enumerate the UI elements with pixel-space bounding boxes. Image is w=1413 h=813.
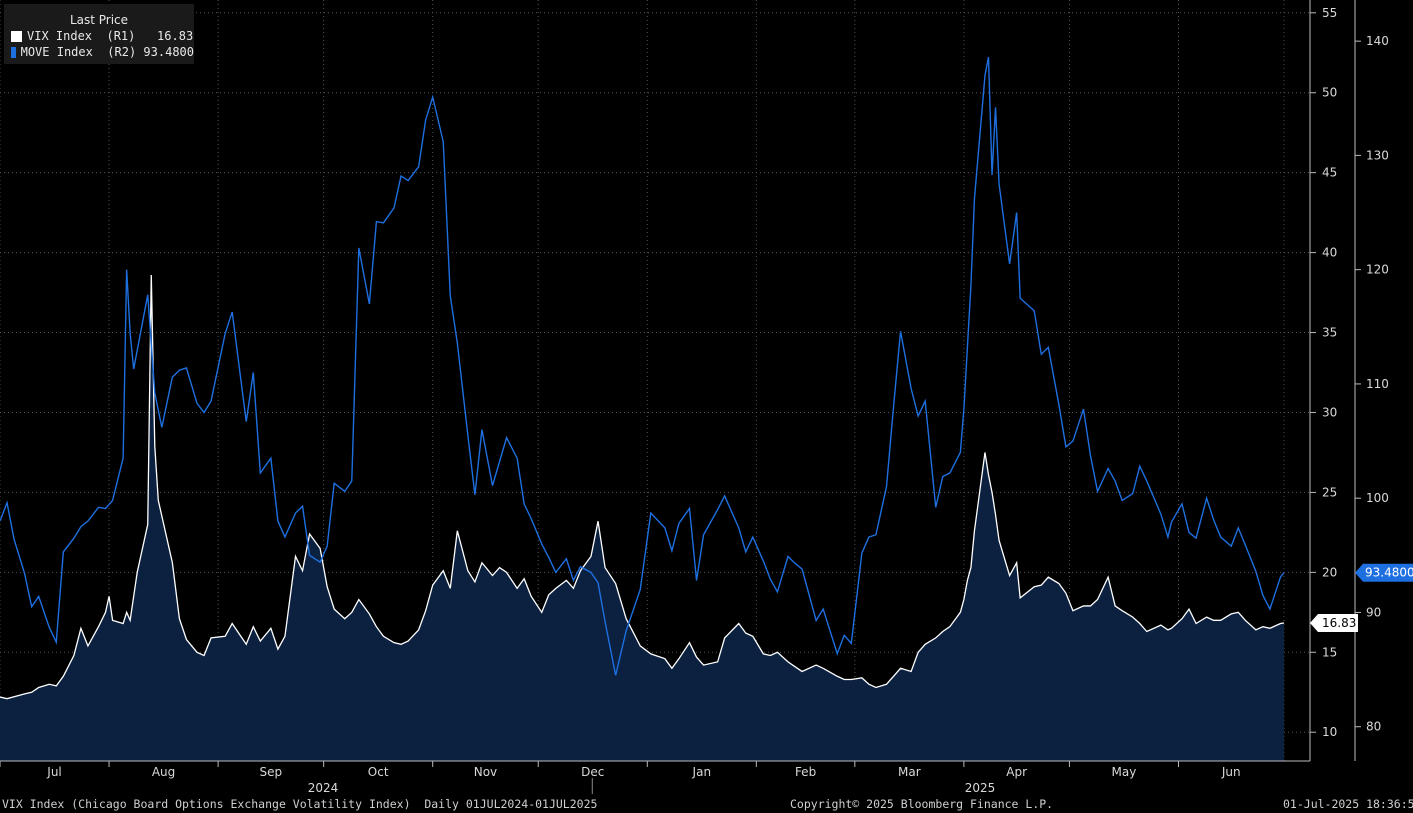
- r2-tick-label: 90: [1366, 605, 1381, 619]
- x-tick-label: Aug: [152, 765, 175, 779]
- vix-area-group: [0, 274, 1285, 761]
- x-tick-label: Mar: [898, 765, 921, 779]
- legend-swatch-move: [11, 46, 16, 58]
- r1-tick-label: 25: [1322, 485, 1337, 499]
- x-tick-label: Jul: [46, 765, 61, 779]
- r1-tick-label: 20: [1322, 565, 1337, 579]
- move-line: [0, 56, 1285, 676]
- r2-tick-label: 80: [1366, 720, 1381, 734]
- r2-tick-label: 130: [1366, 148, 1389, 162]
- legend-header: Last Price: [69, 13, 129, 27]
- x-tick-label: Dec: [581, 765, 604, 779]
- r2-tick-label: 120: [1366, 263, 1389, 277]
- r1-tick-label: 15: [1322, 645, 1337, 659]
- footer-timestamp: 01-Jul-2025 18:36:59: [1283, 797, 1413, 811]
- legend-label-move: MOVE Index (R2) 93.4800: [20, 45, 194, 59]
- year-label-2025: 2025: [965, 781, 996, 795]
- r1-tick-label: 30: [1322, 405, 1337, 419]
- x-tick-label: Jun: [1221, 765, 1241, 779]
- legend-item-vix: VIX Index (R1) 16.83: [4, 28, 194, 44]
- footer-copyright: Copyright© 2025 Bloomberg Finance L.P.: [790, 797, 1054, 811]
- legend: Last Price VIX Index (R1) 16.83 MOVE Ind…: [4, 4, 194, 64]
- r1-tick-label: 45: [1322, 166, 1337, 180]
- year-label-2024: 2024: [308, 781, 339, 795]
- r1-tick-label: 40: [1322, 246, 1337, 260]
- x-tick-label: Oct: [368, 765, 389, 779]
- r1-tick-label: 35: [1322, 326, 1337, 340]
- vix-last-badge: [1310, 614, 1358, 633]
- x-tick-label: Feb: [795, 765, 816, 779]
- r1-axis: 10 15 20 25 30 35 40 45 50 55: [1310, 6, 1337, 739]
- grid-lines: [0, 0, 1310, 761]
- r2-tick-label: 110: [1366, 377, 1389, 391]
- x-tick-label: Apr: [1006, 765, 1027, 779]
- x-tick-label: May: [1112, 765, 1137, 779]
- x-axis: Jul Aug Sep Oct Nov Dec Jan Feb Mar Apr May Jun 2024…: [0, 761, 1241, 795]
- legend-swatch-vix: [11, 30, 22, 42]
- footer-description: VIX Index (Chicago Board Options Exchang…: [2, 797, 598, 811]
- vix-line: [0, 274, 1285, 700]
- x-tick-label: Sep: [260, 765, 283, 779]
- move-last-badge: [1355, 563, 1413, 582]
- r2-tick-label: 100: [1366, 491, 1389, 505]
- vix-last-value: 16.83: [1322, 616, 1356, 630]
- legend-item-move: MOVE Index (R2) 93.4800: [4, 44, 194, 60]
- move-last-value: 93.4800: [1365, 566, 1413, 580]
- x-tick-label: Nov: [474, 765, 497, 779]
- legend-label-vix: VIX Index (R1) 16.83: [27, 29, 194, 43]
- vix-area: [0, 274, 1284, 761]
- r2-axis: 80 90 100 110 120 130 140: [1355, 34, 1389, 734]
- r1-tick-label: 50: [1322, 86, 1337, 100]
- r1-tick-label: 55: [1322, 6, 1337, 20]
- x-tick-label: Jan: [692, 765, 712, 779]
- r1-tick-label: 10: [1322, 725, 1337, 739]
- r2-tick-label: 140: [1366, 34, 1389, 48]
- last-value-badges: 16.83 93.4800: [1310, 563, 1413, 633]
- move-line-group: [0, 56, 1285, 676]
